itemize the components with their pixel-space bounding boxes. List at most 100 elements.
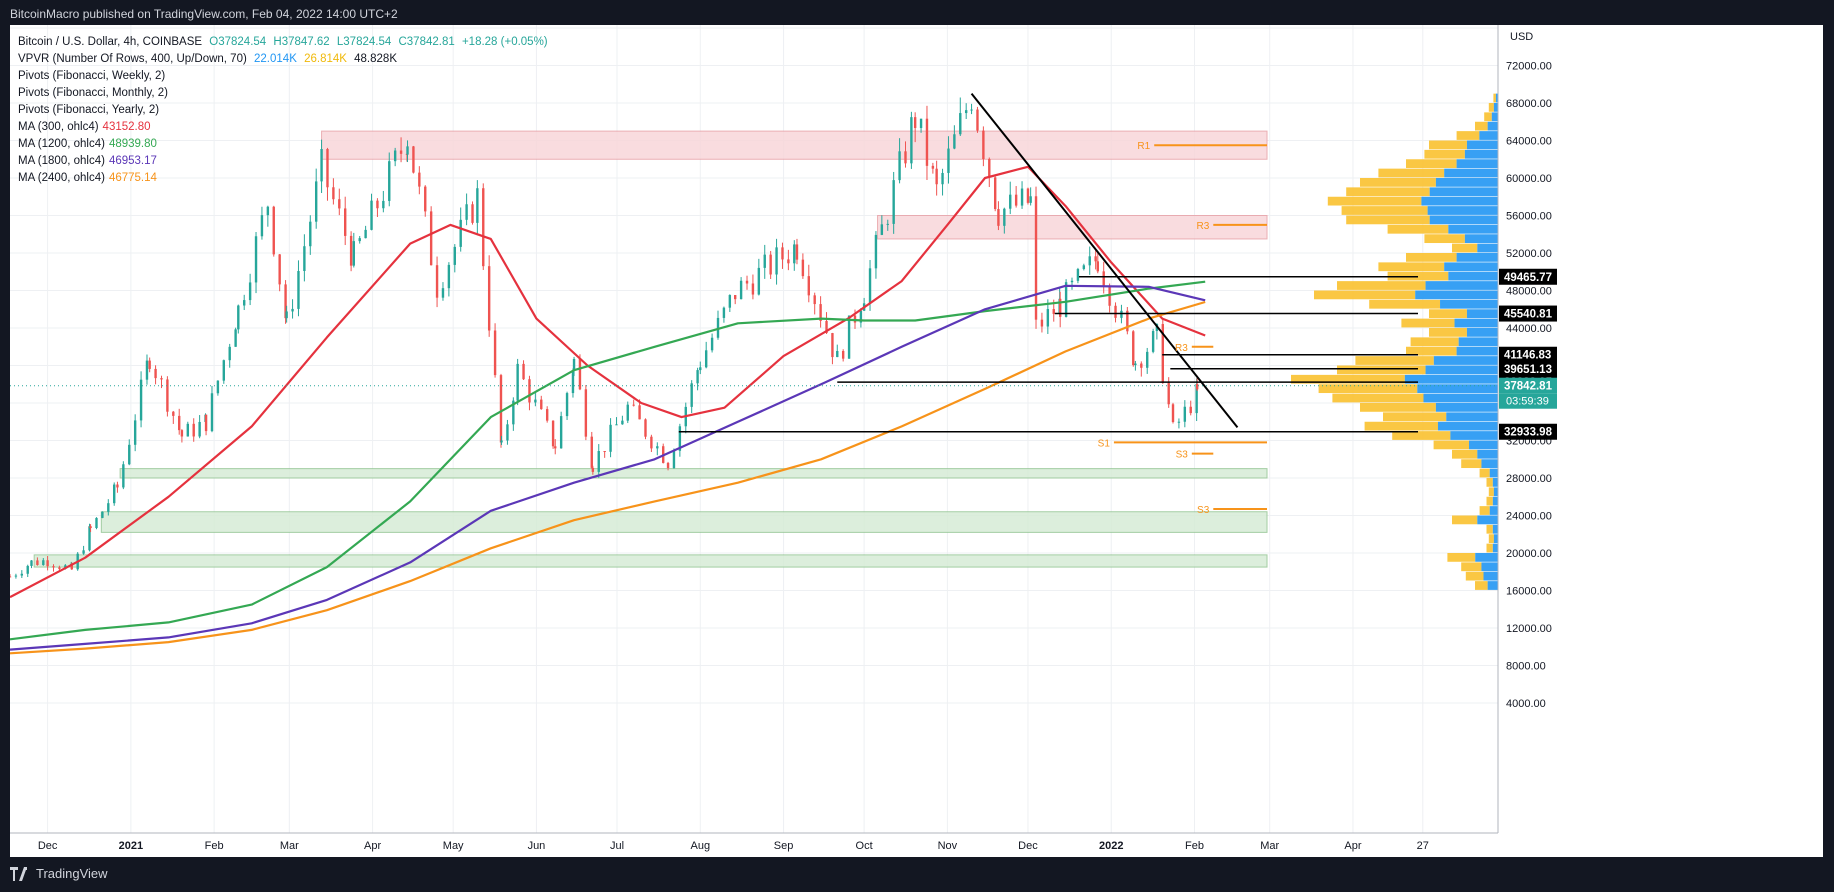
volume-bar-down — [1479, 468, 1490, 478]
chart-pane[interactable]: R1 R3 R3 S1 S3 S3 4000.00 8000.00 12000.00 16000.… — [10, 25, 1823, 857]
candle-body — [370, 200, 373, 230]
candle — [540, 395, 543, 410]
candle — [254, 232, 258, 294]
candle-body — [559, 416, 563, 449]
price-label-box — [1499, 377, 1557, 394]
price-chart[interactable]: R1 R3 R3 S1 S3 S3 4000.00 8000.00 12000.00 16000.… — [10, 25, 1823, 857]
candle — [172, 410, 175, 424]
candle-body — [266, 206, 270, 216]
candle-body — [1094, 256, 1097, 262]
volume-bar-down — [1486, 543, 1493, 553]
candle — [751, 274, 755, 300]
volume-bar-down — [1433, 440, 1470, 450]
candle — [266, 205, 270, 227]
volume-bar-up — [1450, 431, 1498, 440]
currency-label: USD — [1510, 31, 1533, 43]
volume-bar-up — [1429, 187, 1498, 197]
candle — [941, 168, 944, 196]
vpvr-legend-row[interactable]: VPVR (Number Of Rows, 400, Up/Down, 70) … — [18, 51, 548, 68]
candle-body — [46, 560, 49, 567]
ma2400-legend-row[interactable]: MA (2400, ohlc4) 46775.14 — [18, 170, 548, 187]
candle — [291, 299, 294, 319]
price-tick-label: 20000.00 — [1506, 548, 1552, 560]
pivots-monthly-legend-row[interactable]: Pivots (Fibonacci, Monthly, 2) — [18, 85, 548, 102]
candle-body — [898, 151, 901, 181]
candle-body — [26, 565, 29, 574]
candle — [1003, 207, 1006, 234]
pivots-weekly-legend-row[interactable]: Pivots (Fibonacci, Weekly, 2) — [18, 68, 548, 85]
candle-body — [1195, 384, 1199, 390]
price-tick-label: 12000.00 — [1506, 623, 1552, 635]
volume-bar-down — [1452, 243, 1478, 253]
candle — [160, 375, 163, 389]
candle — [841, 349, 845, 362]
countdown-text: 03:59:39 — [1506, 396, 1549, 408]
volume-bar-down — [1406, 253, 1457, 262]
volume-bar-down — [1314, 290, 1416, 300]
candle-body — [801, 259, 805, 277]
time-tick-label: Oct — [856, 840, 873, 852]
candle-body — [70, 563, 73, 570]
volume-bar-down — [1378, 168, 1445, 178]
candle — [1070, 277, 1074, 290]
candle-body — [1088, 256, 1091, 266]
candle-body — [997, 209, 1000, 226]
candle — [787, 249, 790, 271]
ma1200-legend-row[interactable]: MA (1200, ohlc4) 48939.80 — [18, 136, 548, 153]
candle — [297, 260, 300, 317]
candle — [133, 414, 137, 452]
symbol-legend-row[interactable]: Bitcoin / U.S. Dollar, 4h, COINBASE O378… — [18, 34, 548, 51]
candle — [522, 360, 525, 380]
candle-body — [904, 151, 907, 164]
candle-body — [154, 368, 157, 379]
ma-label: MA (1800, ohlc4) — [18, 155, 105, 167]
candle-body — [516, 363, 519, 401]
candle — [925, 105, 929, 181]
tradingview-logo[interactable]: TradingView — [10, 866, 108, 881]
close-value: C37842.81 — [398, 36, 455, 48]
volume-bar-up — [1479, 131, 1498, 140]
pivots-yearly-legend-row[interactable]: Pivots (Fibonacci, Yearly, 2) — [18, 102, 548, 119]
volume-bar-up — [1440, 299, 1498, 309]
candle-body — [615, 424, 618, 426]
volume-bar-down — [1387, 224, 1449, 234]
candle — [1102, 261, 1105, 294]
volume-bar-up — [1458, 337, 1498, 347]
ma300-legend-row[interactable]: MA (300, ohlc4) 43152.80 — [18, 119, 548, 136]
pivot-label: R3 — [1175, 343, 1188, 354]
ma1800-legend-row[interactable]: MA (1800, ohlc4) 46953.17 — [18, 153, 548, 170]
candle-body — [338, 199, 341, 209]
candle — [309, 215, 312, 255]
candle — [476, 180, 479, 236]
candle — [880, 215, 884, 236]
time-tick-label: 2022 — [1099, 840, 1123, 852]
candle-body — [314, 181, 318, 222]
volume-bar-down — [1461, 459, 1482, 469]
volume-bar-up — [1446, 412, 1498, 422]
volume-bar-up — [1466, 309, 1498, 319]
volume-bar-up — [1466, 328, 1498, 337]
candle-body — [116, 484, 119, 488]
price-label-box — [1499, 360, 1557, 377]
candle-body — [139, 379, 143, 421]
volume-bar-down — [1337, 365, 1426, 375]
price-label-tag: 39651.13 — [1499, 360, 1557, 377]
candle — [775, 238, 778, 285]
candle-body — [216, 380, 220, 394]
candle-body — [441, 288, 445, 298]
candle-body — [868, 268, 872, 304]
publish-header: BitcoinMacro published on TradingView.co… — [0, 0, 1834, 28]
candle — [551, 420, 555, 449]
candle-body — [364, 229, 367, 239]
price-label-box — [1499, 268, 1557, 285]
candle — [722, 306, 726, 323]
candle-body — [666, 462, 670, 469]
candle — [412, 145, 415, 174]
candle-body — [82, 550, 85, 554]
candle-body — [609, 424, 612, 452]
candle — [180, 429, 184, 443]
volume-bar-down — [1479, 506, 1490, 515]
candle — [435, 256, 439, 308]
ma-value: 48939.80 — [108, 138, 157, 150]
candle — [836, 344, 839, 358]
